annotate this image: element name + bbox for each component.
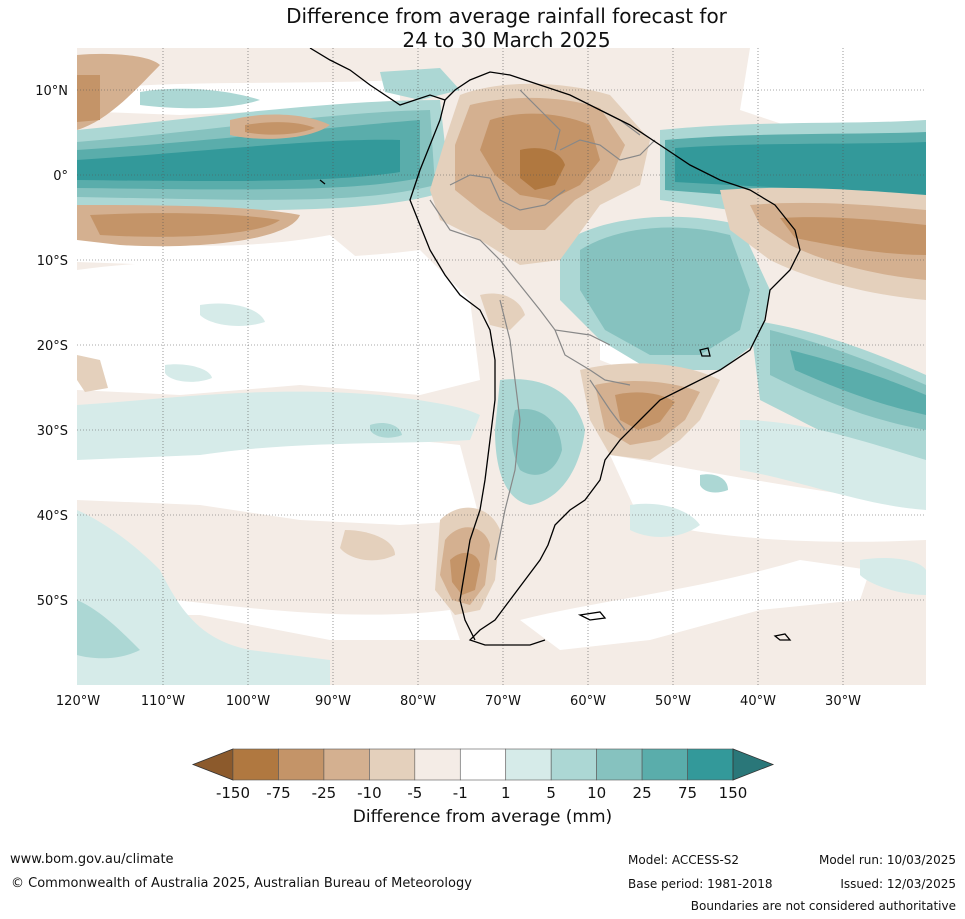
colorbar-swatch — [641, 748, 688, 781]
atlantic-wet-regions — [495, 120, 926, 595]
colorbar-title: Difference from average (mm) — [352, 807, 613, 827]
lon-label-110w: 110°W — [141, 694, 185, 709]
coastline — [309, 48, 801, 646]
colorbar-swatch — [414, 748, 461, 781]
colorbar-extension-high — [732, 748, 775, 781]
lat-label-10s: 10°S — [37, 254, 68, 269]
footer-url[interactable]: www.bom.gov.au/climate — [10, 852, 174, 867]
colorbar-swatch — [278, 748, 325, 781]
colorbar-tick-label: 10 — [587, 784, 606, 802]
lon-label-60w: 60°W — [570, 694, 606, 709]
lat-label-10n: 10°N — [35, 84, 68, 99]
footer-base-period: Base period: 1981-2018 — [628, 877, 773, 891]
lat-label-50s: 50°S — [37, 594, 68, 609]
footer-copyright: © Commonwealth of Australia 2025, Austra… — [11, 876, 472, 891]
colorbar-swatch — [323, 748, 370, 781]
lat-label-0: 0° — [53, 169, 68, 184]
colorbar-tick-label: 150 — [719, 784, 748, 802]
lon-label-120w: 120°W — [56, 694, 100, 709]
lat-label-20s: 20°S — [37, 339, 68, 354]
lat-label-30s: 30°S — [37, 424, 68, 439]
colorbar-swatch — [459, 748, 507, 781]
country-borders — [429, 89, 656, 561]
title-line-1: Difference from average rainfall forecas… — [286, 4, 727, 28]
colorbar-swatch — [596, 748, 643, 781]
longitude-labels: 120°W 110°W 100°W 90°W 80°W 70°W 60°W 50… — [56, 694, 861, 709]
lon-label-40w: 40°W — [740, 694, 776, 709]
lon-label-30w: 30°W — [825, 694, 861, 709]
lon-label-50w: 50°W — [655, 694, 691, 709]
colorbar-tick-label: -5 — [407, 784, 422, 802]
colorbar-swatch — [505, 748, 552, 781]
colorbar-tick-label: 25 — [633, 784, 652, 802]
pacific-dry-patches — [77, 53, 395, 561]
lat-label-40s: 40°S — [37, 509, 68, 524]
colorbar-tick-label: 5 — [546, 784, 556, 802]
colorbar-tick-label: -75 — [266, 784, 291, 802]
footer-model-run: Model run: 10/03/2025 — [818, 853, 956, 867]
lon-label-100w: 100°W — [226, 694, 270, 709]
map-panel — [77, 48, 926, 685]
lon-label-90w: 90°W — [315, 694, 351, 709]
colorbar-tick-label: -1 — [453, 784, 468, 802]
colorbar-tick-label: 75 — [678, 784, 697, 802]
colorbar-swatch — [369, 748, 416, 781]
pacific-teal-patches — [77, 303, 480, 685]
pacific-wet-band — [77, 68, 460, 211]
graticule — [77, 48, 926, 685]
colorbar-tick-label: -10 — [357, 784, 382, 802]
lon-label-70w: 70°W — [485, 694, 521, 709]
colorbar-extension-low — [191, 748, 234, 781]
footer-boundaries-note: Boundaries are not considered authoritat… — [690, 899, 956, 913]
colorbar-tick-label: -25 — [312, 784, 337, 802]
colorbar-tick-label: 1 — [501, 784, 511, 802]
footer-issued: Issued: 12/03/2025 — [840, 877, 956, 891]
lon-label-80w: 80°W — [400, 694, 436, 709]
map-title: Difference from average rainfall forecas… — [0, 4, 965, 52]
footer-model: Model: ACCESS-S2 — [628, 853, 740, 867]
latitude-labels: 10°N 0° 10°S 20°S 30°S 40°S 50°S — [35, 84, 68, 609]
colorbar-swatch — [550, 748, 597, 781]
colorbar-tick-label: -150 — [216, 784, 250, 802]
colorbar-swatch — [232, 748, 279, 781]
colorbar: -150 -75 -25 -10 -5 -1 1 5 10 25 75 150 — [191, 748, 775, 802]
colorbar-swatch — [687, 748, 734, 781]
